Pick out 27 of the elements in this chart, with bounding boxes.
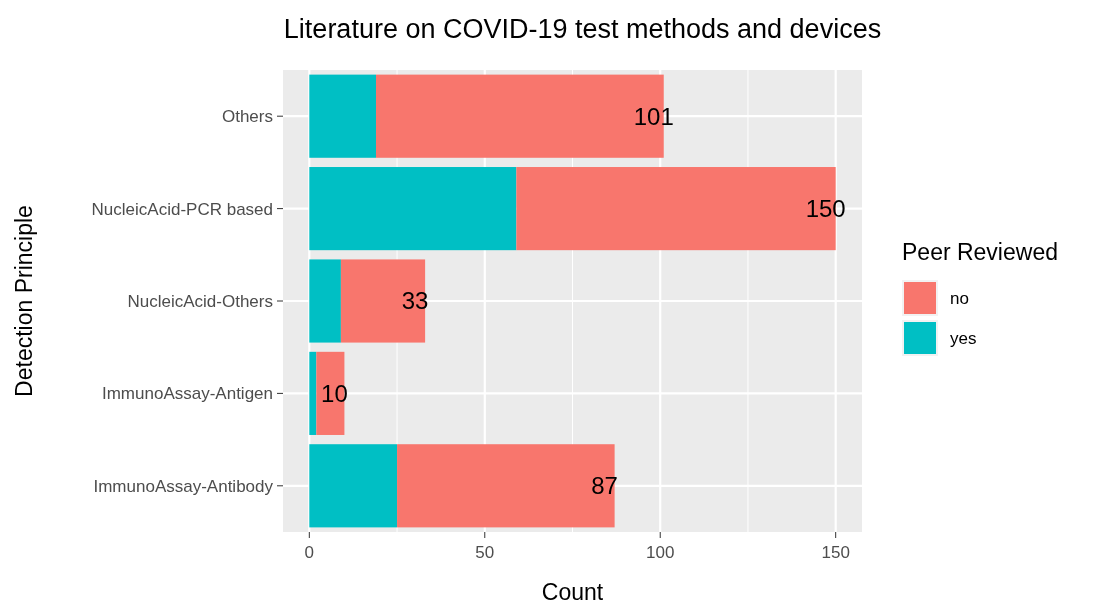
bar [309, 444, 398, 528]
bar [309, 167, 517, 251]
x-tick-label: 50 [475, 543, 495, 562]
x-tick-label: 100 [646, 543, 675, 562]
y-axis-title: Detection Principle [11, 205, 37, 397]
y-tick-label: Others [221, 107, 273, 127]
y-tick-label: NucleicAcid-Others [127, 291, 273, 311]
bar [309, 74, 376, 158]
x-tick-label: 0 [304, 543, 315, 562]
legend-label: yes [950, 328, 977, 348]
x-tick-label: 150 [821, 543, 850, 562]
total-label: 10 [321, 379, 348, 407]
bar [309, 259, 341, 343]
total-label: 33 [401, 287, 429, 315]
legend-label: no [950, 288, 969, 308]
bar [340, 259, 426, 343]
bar [309, 351, 317, 435]
bar [316, 351, 345, 435]
y-tick-label: ImmunoAssay-Antibody [93, 476, 274, 496]
x-axis-title: Count [541, 579, 604, 605]
legend-title: Peer Reviewed [902, 239, 1058, 265]
y-tick-label: NucleicAcid-PCR based [91, 199, 273, 219]
bar [397, 444, 615, 528]
total-label: 101 [633, 102, 674, 130]
y-tick-label: ImmunoAssay-Antigen [101, 384, 273, 404]
chart-title: Literature on COVID-19 test methods and devices [283, 14, 882, 44]
total-label: 87 [591, 472, 618, 500]
